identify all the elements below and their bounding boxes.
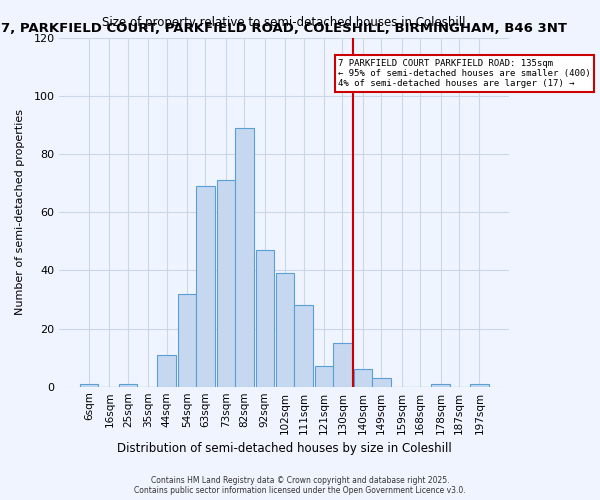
Bar (157, 354, 176, 386)
Bar (431, 384, 450, 386)
Bar (235, 128, 254, 386)
Bar (196, 186, 215, 386)
Bar (178, 294, 196, 386)
Text: 7 PARKFIELD COURT PARKFIELD ROAD: 135sqm
← 95% of semi-detached houses are small: 7 PARKFIELD COURT PARKFIELD ROAD: 135sqm… (338, 58, 591, 88)
Bar (217, 180, 235, 386)
Bar (354, 369, 372, 386)
Bar (80, 384, 98, 386)
Bar (256, 250, 274, 386)
Bar (333, 343, 352, 386)
X-axis label: Distribution of semi-detached houses by size in Coleshill: Distribution of semi-detached houses by … (117, 442, 452, 455)
Bar (315, 366, 333, 386)
Bar (295, 305, 313, 386)
Text: Size of property relative to semi-detached houses in Coleshill: Size of property relative to semi-detach… (103, 16, 466, 29)
Bar (276, 273, 295, 386)
Text: Contains HM Land Registry data © Crown copyright and database right 2025.
Contai: Contains HM Land Registry data © Crown c… (134, 476, 466, 495)
Title: 7, PARKFIELD COURT, PARKFIELD ROAD, COLESHILL, BIRMINGHAM, B46 3NT: 7, PARKFIELD COURT, PARKFIELD ROAD, COLE… (1, 22, 567, 35)
Bar (470, 384, 488, 386)
Bar (372, 378, 391, 386)
Bar (119, 384, 137, 386)
Y-axis label: Number of semi-detached properties: Number of semi-detached properties (15, 109, 25, 315)
